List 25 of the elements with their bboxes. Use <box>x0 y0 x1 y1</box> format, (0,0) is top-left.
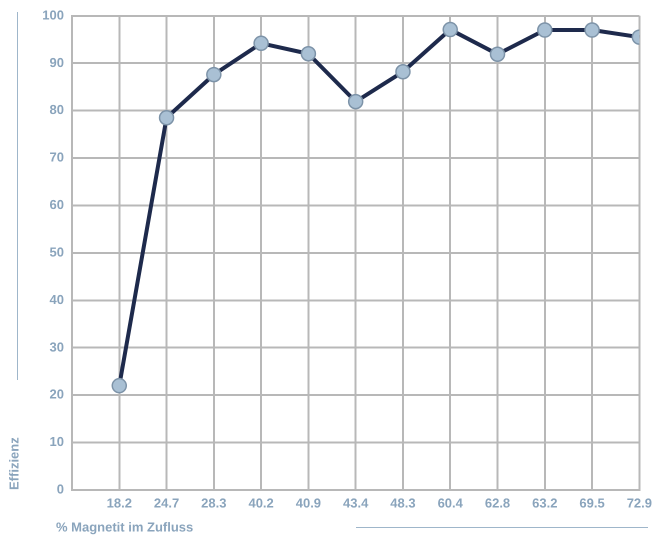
y-tick-label: 10 <box>50 434 64 450</box>
x-tick-label: 72.9 <box>626 495 652 510</box>
y-tick-label: 40 <box>50 292 64 307</box>
x-tick-label: 43.4 <box>343 495 370 510</box>
y-tick-label: 80 <box>50 102 64 118</box>
y-tick-label: 90 <box>50 54 64 70</box>
y-axis-title: Effizienz <box>6 436 22 490</box>
x-tick-label: 28.3 <box>201 495 226 510</box>
y-tick-label: 30 <box>50 339 64 354</box>
y-tick-label: 100 <box>42 7 64 22</box>
x-tick-label: 62.8 <box>484 495 510 510</box>
y-tick-label: 20 <box>50 386 64 402</box>
y-tick-label: 70 <box>50 150 64 165</box>
y-tick-label: 50 <box>50 244 64 260</box>
x-tick-label: 18.2 <box>106 495 132 510</box>
y-tick-label: 60 <box>50 197 64 212</box>
x-tick-label: 69.5 <box>579 495 605 510</box>
x-tick-label: 24.7 <box>154 495 180 510</box>
x-axis-title: % Magnetit im Zufluss <box>56 520 194 535</box>
y-tick-label: 0 <box>56 482 64 497</box>
x-tick-label: 48.3 <box>390 495 416 510</box>
x-tick-label: 60.4 <box>438 495 464 510</box>
x-tick-label: 40.9 <box>296 495 322 510</box>
x-tick-label: 63.2 <box>532 495 558 510</box>
x-tick-label: 40.2 <box>248 495 274 510</box>
